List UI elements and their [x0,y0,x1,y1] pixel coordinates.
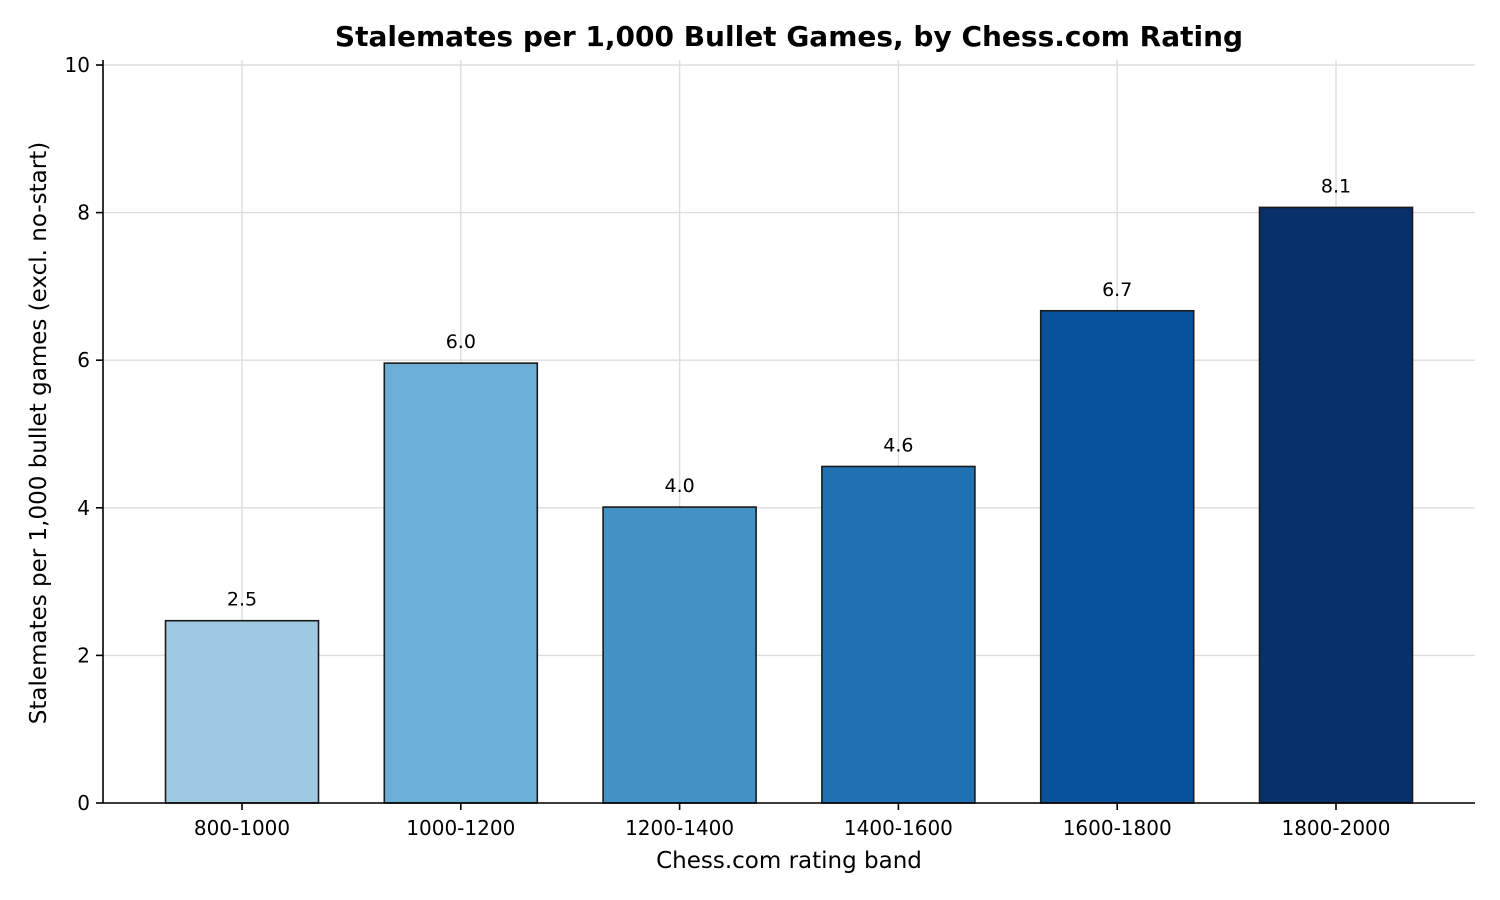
data-label: 2.5 [227,589,257,611]
y-tick-label: 0 [77,791,90,815]
x-tick-label: 1400-1600 [844,816,953,840]
bar-1600-1800 [1039,309,1195,804]
x-tick-label: 1000-1200 [406,816,515,840]
y-axis-label: Stalemates per 1,000 bullet games (excl.… [26,142,52,724]
bar-1200-1400 [602,506,757,804]
data-label: 4.0 [664,475,694,497]
x-tick-label: 800-1000 [194,816,290,840]
bar-1000-1200 [383,362,539,804]
y-tick-label: 6 [77,348,90,372]
data-labels: 2.5 6.0 4.0 4.6 6.7 8.1 [227,175,1351,610]
x-tick-label: 1800-2000 [1281,816,1390,840]
bar-1400-1600 [821,465,976,804]
bars [164,206,1414,804]
x-axis-label: Chess.com rating band [656,848,922,874]
y-tick-label: 4 [77,496,90,520]
chart-title: Stalemates per 1,000 Bullet Games, by Ch… [335,20,1243,53]
x-tick-label: 1200-1400 [625,816,734,840]
data-label: 6.0 [446,331,476,353]
data-label: 8.1 [1321,175,1351,197]
y-tick-label: 8 [77,201,90,225]
x-tick-label: 1600-1800 [1063,816,1172,840]
data-label: 6.7 [1102,279,1132,301]
grid [103,60,1475,804]
y-tick-label: 2 [77,643,90,667]
data-label: 4.6 [883,434,913,456]
bar-800-1000 [164,619,320,804]
bar-1800-2000 [1258,206,1414,804]
axes: 0 2 4 6 8 10 800-1000 1000-1200 1200-1400 1400-16… [65,53,1475,840]
y-tick-label: 10 [65,53,90,77]
